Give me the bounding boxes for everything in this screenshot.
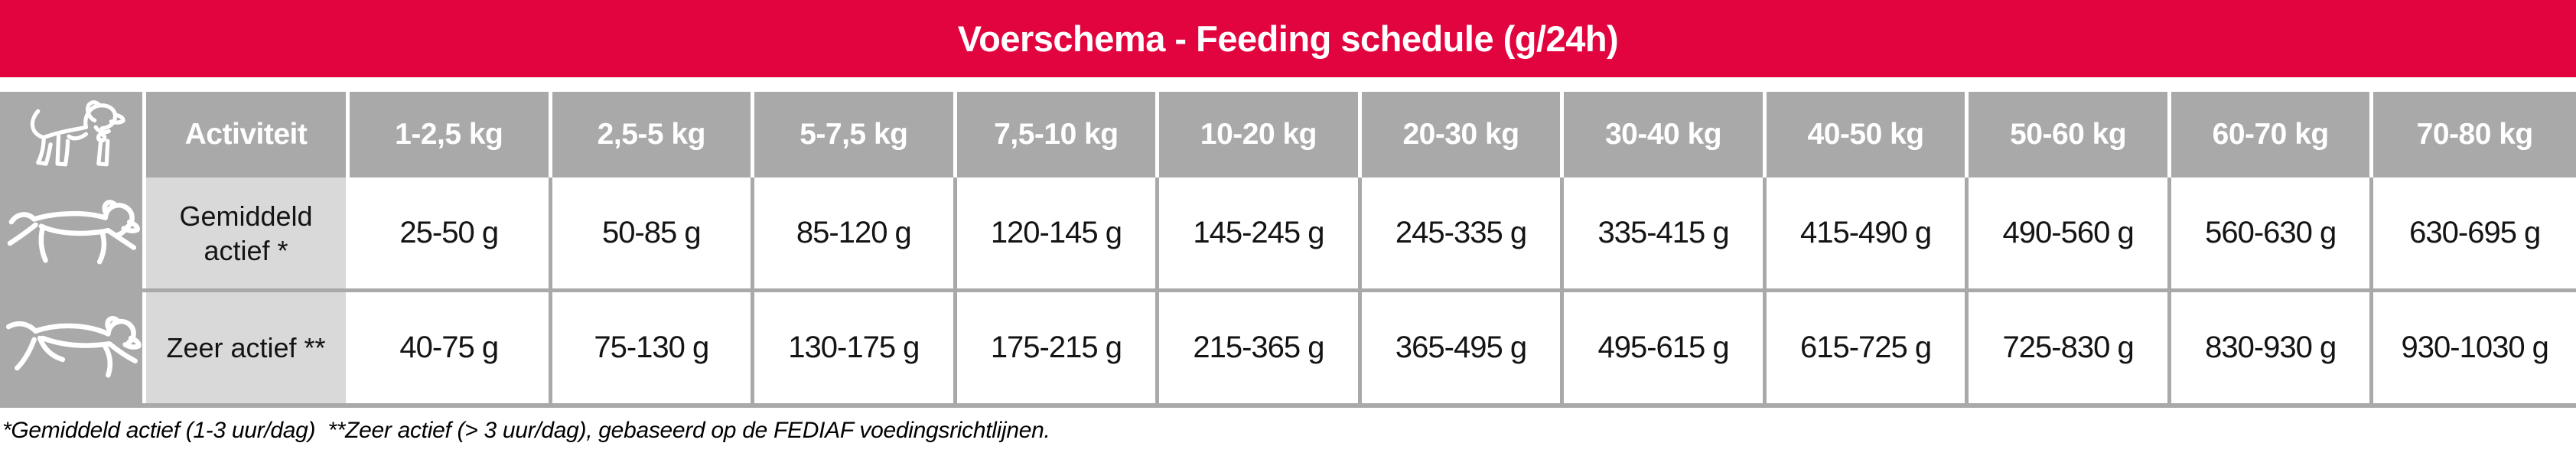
column-header-weight-2: 2,5-5 kg xyxy=(552,92,755,178)
header-dog-cell xyxy=(0,92,146,178)
column-header-weight-7: 30-40 kg xyxy=(1564,92,1767,178)
column-header-weight-11: 70-80 kg xyxy=(2373,92,2576,178)
column-header-weight-1: 1-2,5 kg xyxy=(350,92,552,178)
column-header-weight-9: 50-60 kg xyxy=(1969,92,2171,178)
value-cell-very-active-3: 130-175 g xyxy=(754,292,957,403)
value-cell-average-1: 25-50 g xyxy=(350,178,552,288)
column-header-activity: Activiteit xyxy=(146,92,350,178)
column-header-weight-3: 5-7,5 kg xyxy=(754,92,957,178)
column-header-weight-5: 10-20 kg xyxy=(1159,92,1362,178)
value-cell-average-6: 245-335 g xyxy=(1361,178,1565,288)
value-cell-very-active-4: 175-215 g xyxy=(956,292,1160,403)
value-cell-average-4: 120-145 g xyxy=(956,178,1160,288)
activity-label-average: Gemiddeld actief * xyxy=(146,178,350,288)
value-cell-average-10: 560-630 g xyxy=(2171,178,2374,288)
dog-trotting-icon xyxy=(7,199,140,264)
footnote: *Gemiddeld actief (1-3 uur/dag) **Zeer a… xyxy=(2,418,1050,443)
value-cell-average-9: 490-560 g xyxy=(1969,178,2171,288)
value-cell-very-active-11: 930-1030 g xyxy=(2373,292,2576,403)
value-cell-average-7: 335-415 g xyxy=(1564,178,1767,288)
value-cell-average-11: 630-695 g xyxy=(2373,178,2576,288)
value-cell-very-active-5: 215-365 g xyxy=(1159,292,1362,403)
value-cell-very-active-6: 365-495 g xyxy=(1361,292,1565,403)
column-header-weight-4: 7,5-10 kg xyxy=(956,92,1160,178)
value-cell-very-active-7: 495-615 g xyxy=(1564,292,1767,403)
activity-label-very-active: Zeer actief ** xyxy=(146,292,350,403)
value-cell-very-active-9: 725-830 g xyxy=(1969,292,2171,403)
row-dog-cell xyxy=(0,178,146,288)
value-cell-very-active-8: 615-725 g xyxy=(1766,292,1969,403)
value-cell-very-active-10: 830-930 g xyxy=(2171,292,2374,403)
dog-galloping-icon xyxy=(5,315,142,378)
page-title: Voerschema - Feeding schedule (g/24h) xyxy=(957,18,1619,59)
row-dog-cell xyxy=(0,292,146,403)
title-banner: Voerschema - Feeding schedule (g/24h) xyxy=(0,0,2576,77)
value-cell-average-2: 50-85 g xyxy=(552,178,755,288)
value-cell-very-active-2: 75-130 g xyxy=(552,292,755,403)
column-header-weight-10: 60-70 kg xyxy=(2171,92,2374,178)
value-cell-very-active-1: 40-75 g xyxy=(350,292,552,403)
value-cell-average-8: 415-490 g xyxy=(1766,178,1969,288)
column-header-weight-6: 20-30 kg xyxy=(1361,92,1565,178)
column-header-weight-8: 40-50 kg xyxy=(1766,92,1969,178)
value-cell-average-3: 85-120 g xyxy=(754,178,957,288)
table-body: Gemiddeld actief * 25-50 g 50-85 g 85-12… xyxy=(0,178,2576,408)
value-cell-average-5: 145-245 g xyxy=(1159,178,1362,288)
table-header-row: Activiteit 1-2,5 kg 2,5-5 kg 5-7,5 kg 7,… xyxy=(0,92,2576,178)
dog-standing-icon xyxy=(30,100,125,167)
